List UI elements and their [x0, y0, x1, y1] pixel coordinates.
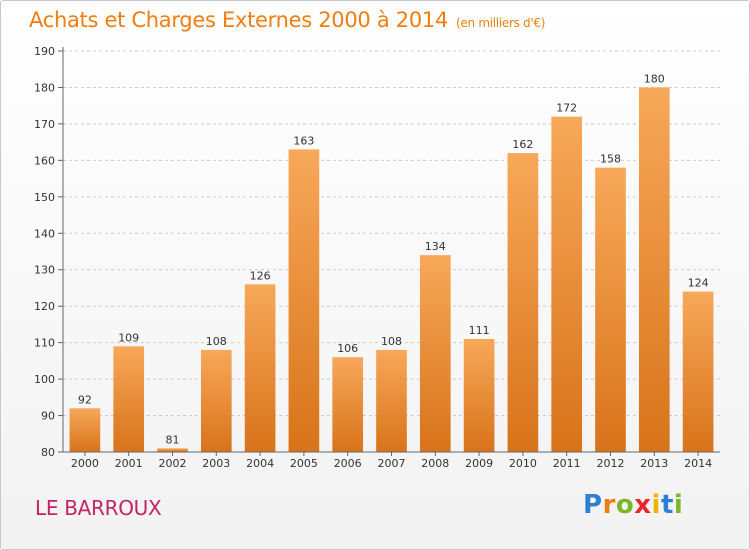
x-tick-label-2007: 2007	[378, 457, 406, 470]
bar-2007	[376, 349, 407, 452]
bar-2010	[507, 153, 539, 452]
axes	[58, 47, 720, 456]
x-tick-labels: 2000 2001 2002 2003 2004 2005 2006 2007 2008 2009…	[71, 457, 712, 470]
bar-2006	[332, 357, 364, 452]
chart-title-text: Achats et Charges Externes 2000 à 2014	[29, 8, 449, 32]
logo-letter: i	[673, 490, 684, 520]
y-tick-label: 140	[34, 227, 55, 240]
logo-letter: o	[615, 490, 635, 520]
y-tick-label: 160	[34, 154, 55, 167]
bar-2004	[244, 284, 276, 452]
y-tick-label: 150	[34, 191, 55, 204]
x-tick-label-2009: 2009	[465, 457, 493, 470]
x-tick-label-2006: 2006	[334, 457, 362, 470]
x-tick-label-2001: 2001	[115, 457, 143, 470]
y-tick-label: 180	[34, 81, 55, 94]
x-tick-label-2014: 2014	[684, 457, 712, 470]
y-tick-label: 80	[41, 446, 55, 459]
logo-letter: i	[651, 490, 661, 520]
x-tick-label-2010: 2010	[509, 457, 537, 470]
x-tick-label-2003: 2003	[202, 457, 230, 470]
bars	[69, 87, 714, 453]
bar-2000	[69, 408, 101, 452]
chart-subtitle: (en milliers d'€)	[456, 16, 546, 30]
bar-2014	[682, 291, 714, 452]
y-tick-label: 90	[41, 410, 55, 423]
bar-2012	[595, 167, 626, 452]
x-tick-label-2005: 2005	[290, 457, 318, 470]
logo-letter: t	[660, 490, 674, 520]
x-tick-label-2002: 2002	[159, 457, 187, 470]
bar-2013	[638, 87, 670, 453]
y-tick-label: 120	[34, 300, 55, 313]
y-tick-labels: 80 90 100 110 120 130 140 150 160 170 180 190	[34, 45, 55, 459]
data-label-2006: 106	[337, 342, 358, 355]
bar-2001	[113, 346, 145, 452]
data-label-2011: 172	[556, 102, 577, 115]
bar-2011	[551, 116, 583, 453]
logo-letter: x	[634, 490, 652, 520]
data-label-2002: 81	[166, 433, 180, 446]
logo-letter: r	[602, 490, 616, 520]
data-label-2013: 180	[644, 72, 665, 85]
x-tick-label-2013: 2013	[640, 457, 668, 470]
bar-2008	[419, 255, 451, 452]
proxiti-logo: Proxiti	[583, 490, 683, 520]
data-label-2007: 108	[381, 335, 402, 348]
data-label-2005: 163	[293, 134, 314, 147]
x-tick-label-2012: 2012	[597, 457, 625, 470]
bar-2009	[463, 338, 495, 452]
y-tick-label: 110	[34, 337, 55, 350]
bar-2002	[157, 448, 188, 452]
y-tick-label: 130	[34, 264, 55, 277]
data-label-2012: 158	[600, 153, 621, 166]
place-name: LE BARROUX	[35, 496, 162, 520]
data-label-2001: 109	[118, 331, 139, 344]
data-label-2004: 126	[250, 269, 271, 282]
x-tick-label-2008: 2008	[421, 457, 449, 470]
bar-2003	[200, 349, 232, 452]
y-tick-label: 190	[34, 45, 55, 58]
data-label-2014: 124	[688, 277, 709, 290]
x-tick-label-2011: 2011	[553, 457, 581, 470]
bar-2005	[288, 149, 320, 452]
logo-letter: P	[583, 490, 603, 520]
y-tick-label: 100	[34, 373, 55, 386]
x-tick-label-2004: 2004	[246, 457, 274, 470]
y-tick-label: 170	[34, 118, 55, 131]
data-label-2003: 108	[206, 335, 227, 348]
chart-title: Achats et Charges Externes 2000 à 2014 (e…	[29, 8, 545, 32]
data-label-2009: 111	[469, 324, 490, 337]
data-labels: 92 109 81 108 126 163 106 108 134 111 162 172 158 180…	[78, 72, 709, 446]
data-label-2010: 162	[512, 138, 533, 151]
data-label-2008: 134	[425, 240, 446, 253]
data-label-2000: 92	[78, 393, 92, 406]
x-tick-label-2000: 2000	[71, 457, 99, 470]
